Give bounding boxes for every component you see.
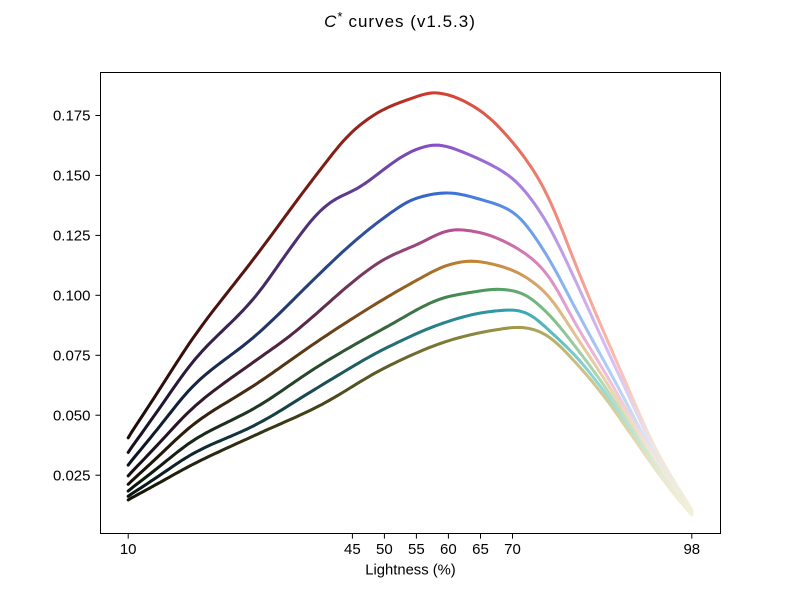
svg-text:98: 98 bbox=[683, 541, 700, 558]
svg-text:50: 50 bbox=[376, 541, 393, 558]
svg-text:65: 65 bbox=[472, 541, 489, 558]
svg-text:10: 10 bbox=[120, 541, 137, 558]
svg-text:70: 70 bbox=[504, 541, 521, 558]
svg-text:45: 45 bbox=[344, 541, 361, 558]
svg-text:0.150: 0.150 bbox=[53, 168, 91, 185]
svg-text:0.025: 0.025 bbox=[53, 467, 91, 484]
svg-text:Lightness (%): Lightness (%) bbox=[365, 563, 456, 579]
svg-text:0.100: 0.100 bbox=[53, 288, 91, 305]
svg-text:0.050: 0.050 bbox=[53, 407, 91, 424]
svg-text:0.175: 0.175 bbox=[53, 108, 91, 125]
svg-text:60: 60 bbox=[440, 541, 457, 558]
svg-text:C*curves (v1.5.3): C* curves (v1.5.3) bbox=[324, 9, 476, 31]
svg-text:0.075: 0.075 bbox=[53, 348, 91, 365]
svg-text:0.125: 0.125 bbox=[53, 228, 91, 245]
svg-text:55: 55 bbox=[408, 541, 425, 558]
